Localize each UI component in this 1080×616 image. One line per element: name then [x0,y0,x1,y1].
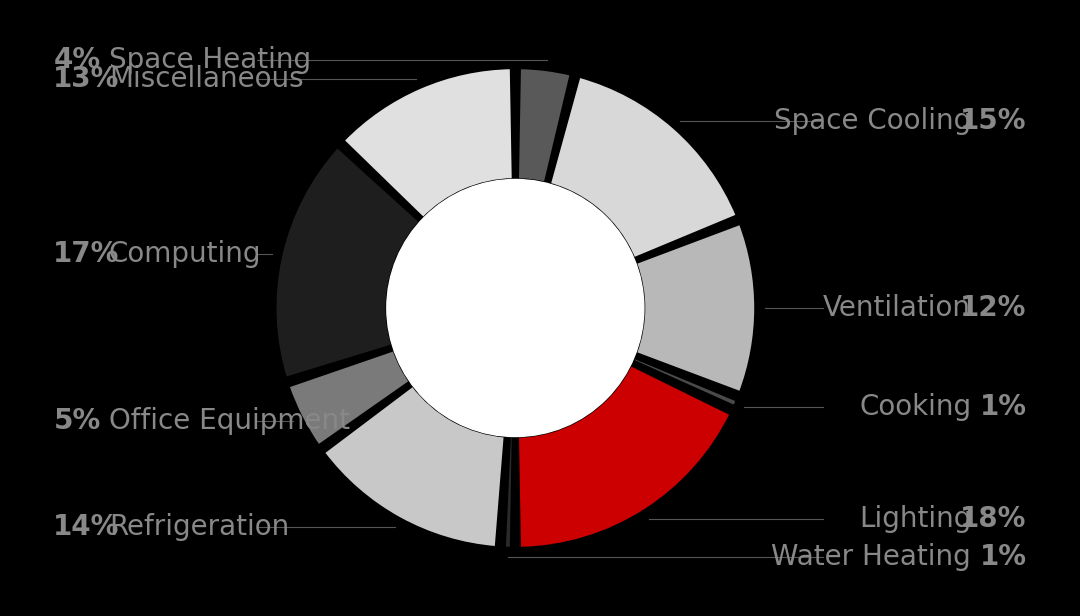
Text: Lighting: Lighting [859,505,971,533]
Text: 12%: 12% [960,294,1027,322]
Wedge shape [324,386,505,548]
Text: 5%: 5% [53,407,100,436]
Text: 14%: 14% [53,513,120,541]
Text: Ventilation: Ventilation [823,294,971,322]
Text: 4%: 4% [53,46,100,75]
Text: Space Heating: Space Heating [109,46,311,75]
Wedge shape [517,68,571,183]
Text: Miscellaneous: Miscellaneous [109,65,303,93]
Text: Office Equipment: Office Equipment [109,407,350,436]
Wedge shape [504,436,513,548]
Wedge shape [288,350,410,446]
Text: 1%: 1% [980,393,1027,421]
Wedge shape [633,357,738,407]
Wedge shape [517,365,731,548]
Text: 17%: 17% [53,240,120,267]
Circle shape [387,179,644,437]
Wedge shape [636,224,756,392]
Text: 18%: 18% [960,505,1027,533]
Wedge shape [343,68,513,219]
Text: Space Cooling: Space Cooling [774,107,971,135]
Text: Water Heating: Water Heating [771,543,971,572]
Text: 1%: 1% [980,543,1027,572]
Text: 13%: 13% [53,65,120,93]
Wedge shape [275,147,420,378]
Text: Refrigeration: Refrigeration [109,513,289,541]
Text: 15%: 15% [960,107,1027,135]
Text: Computing: Computing [109,240,261,267]
Wedge shape [550,76,738,259]
Text: Cooking: Cooking [859,393,971,421]
